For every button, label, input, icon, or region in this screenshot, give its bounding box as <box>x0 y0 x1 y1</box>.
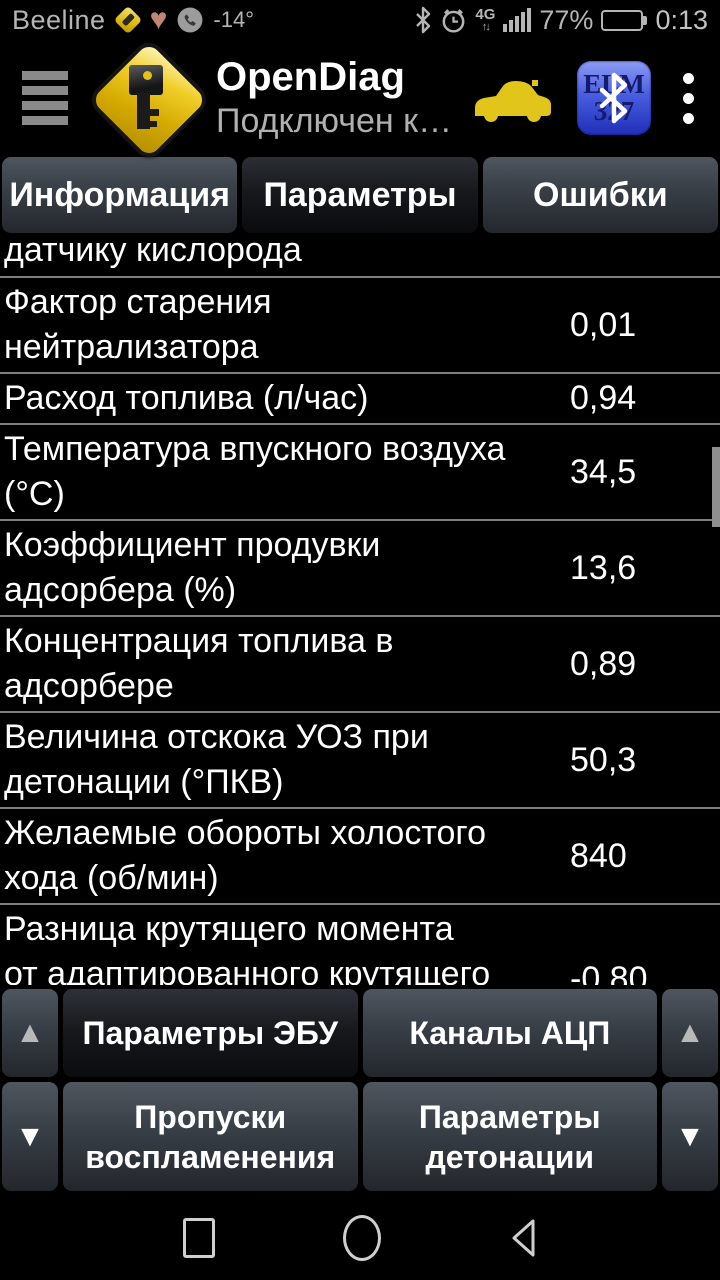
table-row[interactable]: Величина отскока УОЗ при детонации (°ПКВ… <box>0 713 720 809</box>
param-value: 0,89 <box>570 644 637 683</box>
param-value: 0,01 <box>570 305 637 344</box>
knock-params-button[interactable]: Параметры детонации <box>362 1082 657 1191</box>
recents-icon[interactable] <box>183 1218 215 1258</box>
opendiag-logo <box>85 36 213 164</box>
param-value: 840 <box>570 836 627 875</box>
mobile-network-icon: 4G ↑↓ <box>475 6 496 33</box>
table-row[interactable]: Желаемые обороты холостого хода (об/мин)… <box>0 809 720 905</box>
scroll-up-left-button[interactable]: ▲ <box>2 989 58 1077</box>
param-value: 0,94 <box>570 379 637 417</box>
table-row[interactable]: Расход топлива (л/час) 0,94 <box>0 374 720 425</box>
table-row[interactable]: Разница крутящего момента от адаптирован… <box>0 905 720 985</box>
alarm-clock-icon <box>442 8 465 33</box>
signal-strength-icon <box>503 8 532 32</box>
key-icon <box>90 43 200 153</box>
param-value: 13,6 <box>570 548 637 587</box>
table-row[interactable]: Коэффициент продувки адсорбера (%) 13,6 <box>0 521 720 617</box>
tab-errors[interactable]: Ошибки <box>482 157 718 233</box>
app-header: OpenDiag Подключен к… ELM 327 <box>0 36 720 164</box>
tab-bar: Информация Параметры Ошибки <box>0 156 720 240</box>
scroll-down-right-button[interactable]: ▼ <box>662 1082 718 1191</box>
home-icon[interactable] <box>343 1215 381 1261</box>
param-value: 34,5 <box>570 452 637 491</box>
status-bar: Beeline ♥ -14° 4G ↑↓ 77% 0:13 <box>0 0 720 40</box>
table-row[interactable]: Концентрация топлива в адсорбере 0,89 <box>0 617 720 713</box>
table-row[interactable]: Температура впускного воздуха (°C) 34,5 <box>0 425 720 521</box>
battery-percent-label: 77% <box>539 4 594 35</box>
misfires-button[interactable]: Пропуски воспламенения <box>63 1082 358 1191</box>
clock-label: 0:13 <box>655 4 708 35</box>
tab-parameters[interactable]: Параметры <box>242 157 478 233</box>
connection-status-label: Подключен к… <box>216 102 453 140</box>
bluetooth-icon <box>416 6 431 34</box>
scrollbar-thumb[interactable] <box>712 447 720 527</box>
tab-information[interactable]: Информация <box>2 157 238 233</box>
scroll-down-left-button[interactable]: ▼ <box>2 1082 58 1191</box>
phone-call-icon <box>177 7 203 33</box>
parameters-list[interactable]: датчику кислорода Фактор старения нейтра… <box>0 240 720 985</box>
app-title: OpenDiag <box>216 55 405 99</box>
param-value: 50,3 <box>570 740 637 779</box>
table-row-clipped[interactable]: датчику кислорода <box>0 240 720 278</box>
param-value: -0,80 <box>570 960 648 985</box>
adc-channels-button[interactable]: Каналы АЦП <box>362 989 657 1077</box>
opendiag-notification-icon <box>113 5 142 35</box>
menu-hamburger-icon[interactable] <box>16 67 74 129</box>
overflow-menu-icon[interactable] <box>673 69 704 128</box>
car-icon[interactable] <box>469 72 555 124</box>
temperature-label: -14° <box>213 7 254 32</box>
table-row[interactable]: Фактор старения нейтрализатора 0,01 <box>0 278 720 374</box>
elm327-adapter-icon[interactable]: ELM 327 <box>577 61 651 135</box>
health-heart-icon: ♥ <box>149 3 168 36</box>
android-nav-bar <box>0 1196 720 1280</box>
bluetooth-rune-icon <box>599 72 628 124</box>
back-icon[interactable] <box>509 1218 537 1258</box>
carrier-label: Beeline <box>12 4 106 35</box>
ecu-params-button[interactable]: Параметры ЭБУ <box>63 989 358 1077</box>
bottom-panel: ▲ Параметры ЭБУ Каналы АЦП ▲ ▼ Пропуски … <box>0 985 720 1196</box>
scroll-up-right-button[interactable]: ▲ <box>662 989 718 1077</box>
battery-icon <box>601 9 648 31</box>
